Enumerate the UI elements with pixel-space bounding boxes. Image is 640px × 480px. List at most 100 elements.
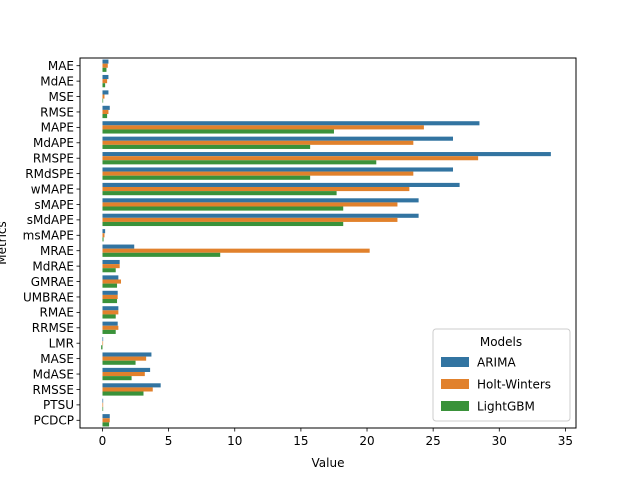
- plot-frame: [79, 57, 577, 429]
- bar-holt-winters-smape: [102, 202, 398, 207]
- x-tick-label: 30: [492, 434, 507, 448]
- bar-holt-winters-mae: [102, 63, 108, 68]
- bar-lightgbm-smdape: [102, 221, 344, 227]
- x-axis-label: Value: [312, 456, 345, 470]
- bar-lightgbm-lmr: [101, 345, 103, 350]
- bar-holt-winters-rmdspe: [102, 171, 414, 176]
- bar-arima-rmsse: [102, 383, 161, 388]
- x-axis: 0 5 10 15 20 25 30 35: [99, 428, 573, 448]
- bar-holt-winters-gmrae: [102, 279, 122, 284]
- bar-holt-winters-mase: [102, 356, 147, 361]
- bar-holt-winters-rmae: [102, 310, 119, 315]
- bar-holt-winters-smdape: [102, 217, 398, 222]
- legend-label: ARIMA: [477, 356, 516, 370]
- x-tick-label: 5: [165, 434, 173, 448]
- bar-arima-mase: [102, 352, 152, 357]
- bar-arima-mse: [102, 90, 109, 95]
- y-tick-label: UMBRAE: [23, 290, 74, 304]
- bar-arima-smdape: [102, 213, 419, 218]
- y-tick-label: RMSE: [40, 105, 74, 119]
- bar-holt-winters-rmsse: [102, 387, 153, 392]
- bar-lightgbm-rmdspe: [102, 175, 311, 180]
- x-tick-label: 25: [426, 434, 441, 448]
- bar-arima-msmape: [102, 229, 106, 234]
- bar-holt-winters-mrae: [102, 248, 370, 253]
- bar-holt-winters-rmse: [102, 109, 109, 115]
- x-tick-label: 20: [359, 434, 374, 448]
- bar-lightgbm-msmape: [102, 237, 104, 242]
- bar-lightgbm-mdase: [102, 376, 132, 381]
- x-tick-label: 10: [227, 434, 242, 448]
- bar-lightgbm-mdape: [102, 144, 311, 149]
- bar-arima-mdrae: [102, 259, 120, 265]
- y-tick-label: MAE: [48, 59, 74, 73]
- legend-label: LightGBM: [477, 400, 535, 414]
- bar-holt-winters-msmape: [102, 233, 105, 238]
- bar-arima-rrmse: [102, 321, 118, 326]
- y-tick-label: RMAE: [40, 306, 74, 320]
- legend-items: ARIMA Holt-Winters LightGBM: [441, 356, 551, 414]
- y-tick-label: PCDCP: [34, 414, 74, 428]
- bar-lightgbm-pcdcp: [102, 422, 110, 427]
- legend-swatch-arima: [441, 357, 469, 367]
- y-tick-label: MRAE: [40, 244, 74, 258]
- bar-lightgbm-wmape: [102, 191, 337, 196]
- bar-arima-lmr: [102, 337, 104, 342]
- bar-lightgbm-umbrae: [102, 299, 118, 304]
- bar-holt-winters-umbrae: [102, 294, 118, 300]
- bar-lightgbm-rmae: [102, 314, 116, 319]
- legend: Models ARIMA Holt-Winters LightGBM: [432, 328, 571, 422]
- bar-arima-wmape: [102, 182, 460, 187]
- y-tick-label: LMR: [49, 337, 74, 351]
- y-tick-label: RRMSE: [32, 321, 74, 335]
- y-tick-label: sMAPE: [34, 198, 74, 212]
- bar-holt-winters-mdase: [102, 371, 145, 377]
- bar-holt-winters-mse: [102, 94, 105, 99]
- x-tick-label: 15: [293, 434, 308, 448]
- bar-arima-mape: [102, 121, 480, 126]
- legend-label: Holt-Winters: [477, 378, 551, 392]
- bar-arima-rmspe: [102, 152, 551, 157]
- bar-holt-winters-mape: [102, 125, 424, 130]
- bar-arima-gmrae: [102, 275, 119, 280]
- bar-arima-rmae: [102, 306, 119, 311]
- y-tick-label: RMSSE: [32, 383, 74, 397]
- bar-holt-winters-mdrae: [102, 264, 120, 269]
- bar-holt-winters-pcdcp: [102, 418, 110, 423]
- bar-holt-winters-mdae: [102, 79, 108, 84]
- bar-lightgbm-gmrae: [102, 283, 118, 288]
- bar-arima-rmdspe: [102, 167, 454, 172]
- y-tick-label: RMSPE: [33, 152, 74, 166]
- y-tick-label: MdRAE: [32, 259, 74, 273]
- bar-holt-winters-mdape: [102, 140, 414, 145]
- bar-lightgbm-mse: [102, 98, 104, 103]
- bar-arima-pcdcp: [102, 414, 110, 419]
- y-tick-label: MASE: [40, 352, 74, 366]
- y-tick-label: wMAPE: [31, 182, 74, 196]
- bar-lightgbm-mdrae: [102, 268, 116, 273]
- y-tick-label: GMRAE: [31, 275, 74, 289]
- y-tick-label: MdASE: [33, 367, 74, 381]
- bar-lightgbm-mdae: [102, 83, 106, 88]
- x-tick-label: 0: [99, 434, 107, 448]
- bar-lightgbm-rmse: [102, 114, 108, 119]
- bar-arima-mdae: [102, 74, 109, 80]
- y-tick-label: msMAPE: [23, 229, 74, 243]
- bar-holt-winters-rrmse: [102, 325, 119, 330]
- bar-arima-mrae: [102, 244, 135, 249]
- y-tick-label: MdAPE: [33, 136, 74, 150]
- legend-box: [432, 328, 571, 422]
- bar-holt-winters-ptsu: [102, 402, 104, 407]
- bar-lightgbm-rmspe: [102, 160, 377, 165]
- bar-holt-winters-rmspe: [102, 156, 479, 161]
- x-tick-label: 35: [558, 434, 573, 448]
- y-tick-label: PTSU: [43, 398, 74, 412]
- bar-lightgbm-rmsse: [102, 391, 144, 396]
- y-tick-label: MdAE: [40, 74, 74, 88]
- bar-lightgbm-mape: [102, 129, 334, 134]
- legend-swatch-holt-winters: [441, 379, 469, 389]
- bars-layer: [101, 59, 551, 427]
- legend-swatch-lightgbm: [441, 401, 469, 411]
